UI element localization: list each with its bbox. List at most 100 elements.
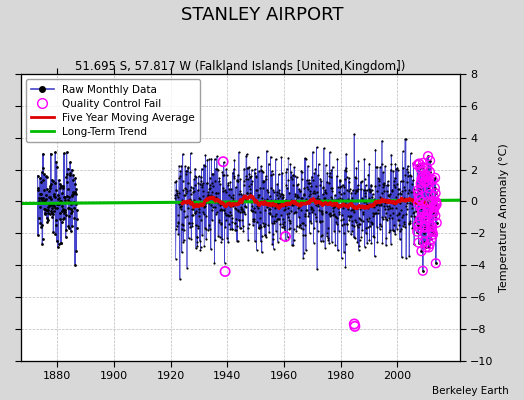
Point	[56, 185, 64, 192]
Point	[382, 235, 390, 242]
Point	[388, 186, 396, 193]
Point	[269, 231, 277, 237]
Point	[199, 211, 208, 218]
Point	[295, 223, 303, 230]
Point	[259, 184, 267, 191]
Point	[249, 205, 258, 212]
Point	[379, 215, 388, 222]
Point	[231, 204, 239, 211]
Point	[34, 187, 42, 194]
Point	[285, 177, 293, 184]
Point	[340, 190, 348, 196]
Point	[335, 204, 343, 210]
Point	[271, 205, 279, 211]
Point	[206, 185, 214, 192]
Point	[363, 240, 372, 246]
Point	[70, 205, 78, 211]
Point	[233, 178, 242, 184]
Point	[234, 208, 243, 214]
Point	[305, 180, 314, 186]
Point	[180, 208, 189, 214]
Point	[58, 208, 67, 214]
Point	[276, 221, 285, 227]
Point	[212, 210, 221, 217]
Point	[287, 173, 295, 180]
Point	[431, 212, 440, 219]
Point	[195, 238, 204, 244]
Text: STANLEY AIRPORT: STANLEY AIRPORT	[181, 6, 343, 24]
Point	[265, 229, 274, 236]
Point	[328, 239, 336, 245]
Point	[423, 174, 432, 180]
Point	[425, 176, 433, 182]
Point	[54, 195, 62, 202]
Point	[37, 178, 45, 185]
Point	[392, 225, 401, 232]
Point	[232, 206, 241, 213]
Point	[314, 203, 322, 209]
Point	[254, 154, 262, 160]
Point	[39, 150, 47, 157]
Point	[219, 200, 227, 207]
Point	[333, 196, 342, 202]
Point	[65, 204, 73, 211]
Point	[291, 208, 300, 215]
Point	[214, 232, 222, 239]
Point	[195, 195, 203, 201]
Point	[232, 227, 241, 234]
Point	[399, 164, 408, 171]
Point	[407, 196, 415, 203]
Point	[429, 209, 438, 216]
Point	[214, 178, 223, 185]
Point	[401, 136, 410, 142]
Point	[416, 160, 424, 167]
Point	[36, 175, 45, 181]
Point	[45, 188, 53, 194]
Point	[248, 203, 257, 209]
Point	[242, 176, 250, 182]
Point	[358, 218, 367, 224]
Point	[46, 185, 54, 192]
Point	[253, 186, 261, 193]
Point	[370, 253, 379, 260]
Point	[287, 169, 296, 176]
Point	[206, 182, 214, 188]
Point	[190, 182, 199, 188]
Point	[362, 230, 370, 236]
Point	[414, 201, 422, 207]
Point	[393, 212, 401, 218]
Point	[54, 241, 63, 248]
Point	[172, 188, 181, 194]
Point	[50, 193, 58, 200]
Point	[351, 190, 359, 196]
Point	[223, 212, 232, 218]
Point	[427, 222, 435, 228]
Point	[237, 225, 245, 231]
Point	[49, 211, 57, 217]
Point	[391, 184, 399, 190]
Point	[38, 169, 46, 176]
Point	[299, 226, 307, 232]
Point	[417, 205, 425, 212]
Point	[355, 214, 363, 221]
Point	[171, 191, 180, 198]
Point	[333, 156, 342, 162]
Point	[366, 222, 374, 229]
Point	[44, 204, 52, 211]
Point	[313, 266, 321, 272]
Point	[210, 198, 219, 204]
Point	[359, 209, 367, 216]
Point	[422, 215, 430, 222]
Point	[215, 234, 224, 240]
Point	[280, 219, 288, 226]
Point	[190, 199, 198, 205]
Point	[275, 187, 283, 194]
Point	[37, 223, 46, 230]
Point	[236, 188, 244, 194]
Point	[203, 192, 212, 198]
Point	[227, 218, 236, 225]
Point	[360, 156, 368, 162]
Point	[429, 198, 438, 204]
Point	[425, 180, 434, 186]
Point	[318, 208, 326, 214]
